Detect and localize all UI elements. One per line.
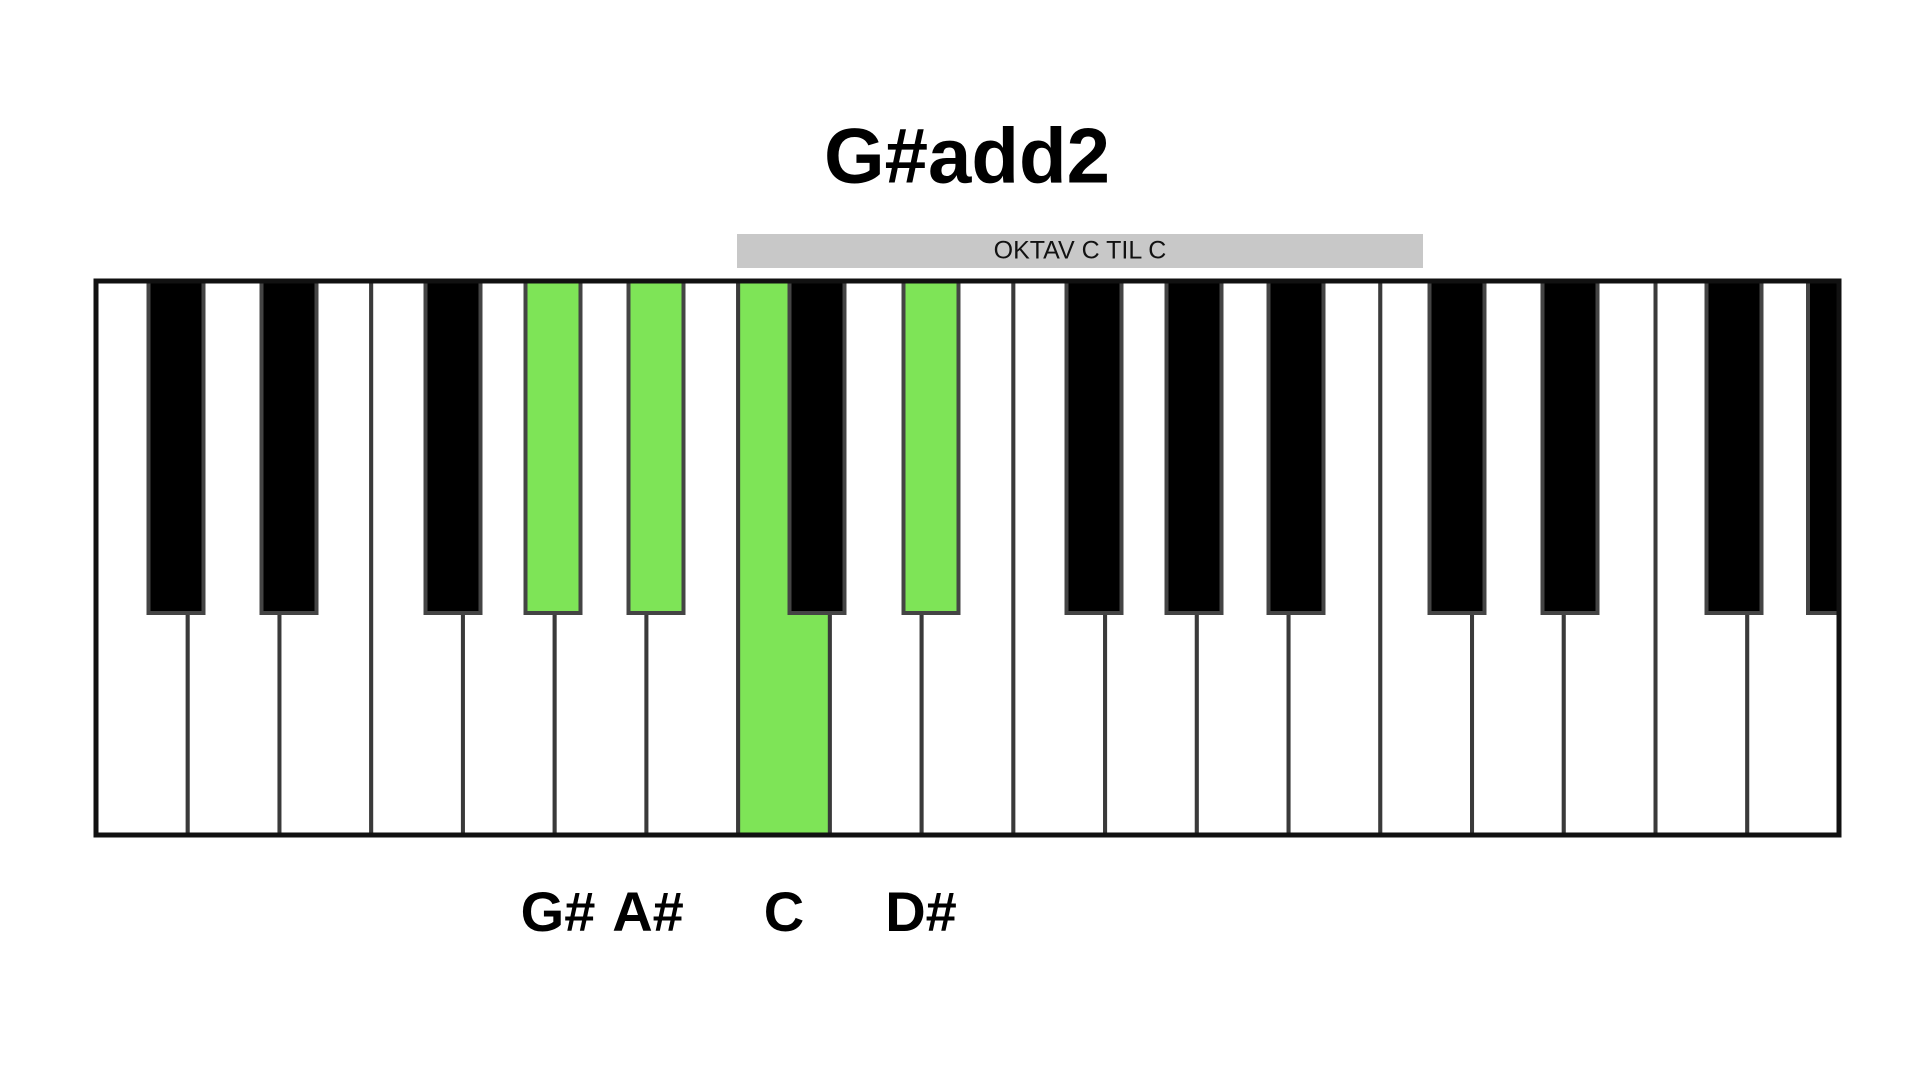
black-key	[901, 279, 961, 615]
black-key	[1704, 279, 1764, 615]
octave-label: OKTAV C TIL C	[994, 237, 1167, 265]
note-label: A#	[612, 880, 684, 943]
octave-banner	[737, 234, 1423, 268]
black-key	[1427, 279, 1487, 615]
chord-title: G#add2	[824, 112, 1110, 200]
black-key	[626, 279, 686, 615]
black-key	[787, 279, 847, 615]
note-label: D#	[885, 880, 957, 943]
black-key	[1064, 279, 1124, 615]
note-label: G#	[521, 880, 596, 943]
black-key	[423, 279, 483, 615]
black-key	[1164, 279, 1224, 615]
black-key	[1540, 279, 1600, 615]
black-key	[259, 279, 319, 615]
black-key	[523, 279, 583, 615]
black-key	[146, 279, 206, 615]
keyboard-frame	[93, 278, 1842, 838]
black-key	[1266, 279, 1326, 615]
keyboard	[93, 278, 1842, 838]
note-label: C	[764, 880, 804, 943]
black-key	[1806, 279, 1841, 615]
